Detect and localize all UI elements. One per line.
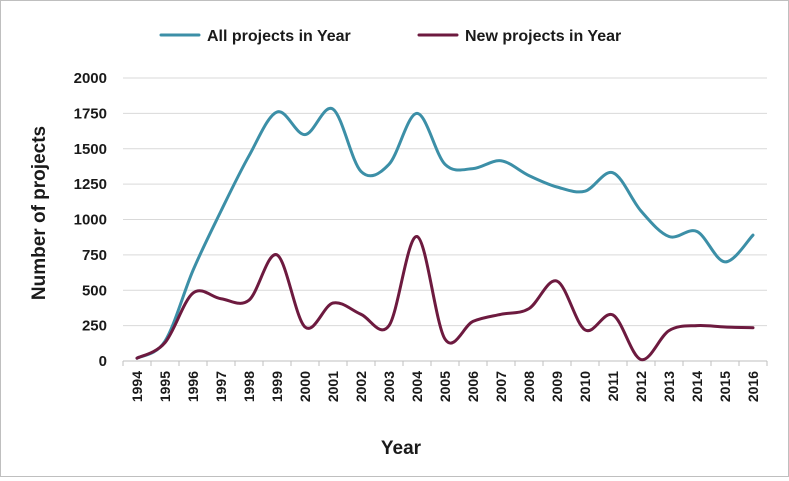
y-tick-label: 250 (82, 318, 107, 335)
x-tick-label: 2005 (437, 371, 453, 402)
x-tick-label: 1999 (269, 371, 285, 402)
x-tick-label: 2013 (661, 371, 677, 402)
gridlines (123, 77, 767, 362)
x-tick-label: 2000 (297, 371, 313, 402)
x-tick-label: 2016 (745, 371, 761, 402)
x-tick-label: 2004 (409, 371, 425, 402)
y-axis-title: Number of projects (29, 126, 50, 300)
y-tick-label: 750 (82, 247, 107, 264)
x-tick-label: 2002 (353, 371, 369, 402)
x-tick-label: 2008 (521, 371, 537, 402)
legend-label-1: New projects in Year (465, 28, 621, 45)
x-tick-label: 2014 (689, 371, 705, 402)
y-tick-label: 1500 (74, 141, 107, 158)
y-tick-label: 2000 (74, 70, 107, 87)
legend-label-0: All projects in Year (207, 28, 351, 45)
x-tick-label: 1998 (241, 371, 257, 402)
x-tick-label: 2001 (325, 371, 341, 402)
x-axis-title: Year (381, 438, 422, 459)
series-line-1 (135, 234, 755, 362)
y-tick-label: 0 (99, 353, 107, 370)
series-lines (135, 106, 755, 362)
x-tick-label: 2015 (717, 371, 733, 402)
x-tick-label: 2011 (605, 371, 621, 402)
x-tick-label: 2012 (633, 371, 649, 402)
series-line-0 (135, 106, 755, 360)
y-tick-label: 1250 (74, 176, 107, 193)
x-tick-label: 1996 (185, 371, 201, 402)
legend: All projects in Year New projects in Year (159, 28, 621, 45)
y-tick-label: 500 (82, 282, 107, 299)
x-tick-label: 1994 (129, 371, 145, 402)
x-tick-label: 2003 (381, 371, 397, 402)
axes: 0 250 500 750 1000 1250 1500 1750 2000 1994 1995 19… (74, 70, 768, 402)
y-tick-label: 1000 (74, 212, 107, 229)
x-tick-label: 2006 (465, 371, 481, 402)
x-tick-label: 2010 (577, 371, 593, 402)
x-tick-label: 2009 (549, 371, 565, 402)
x-tick-label: 1995 (157, 371, 173, 402)
x-tick-label: 2007 (493, 371, 509, 402)
x-tick-label: 1997 (213, 371, 229, 402)
y-tick-label: 1750 (74, 105, 107, 122)
